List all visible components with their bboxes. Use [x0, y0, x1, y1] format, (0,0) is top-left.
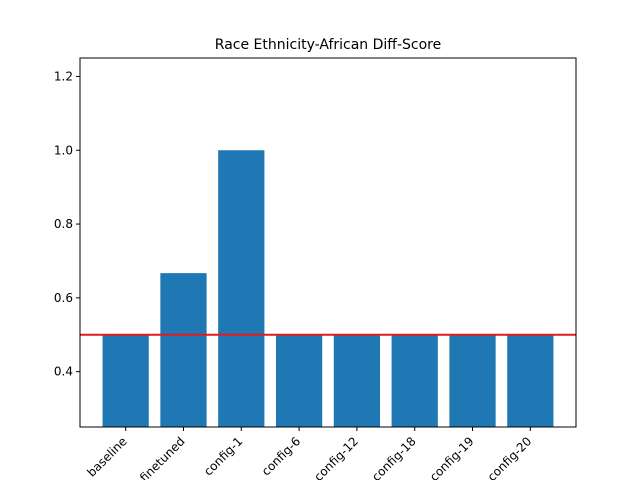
- x-axis-ticks: baseline finetuned config-1 config-6 config-…: [84, 427, 534, 480]
- bar-config-12: [333, 334, 381, 427]
- x-tick-label: config-19: [427, 434, 477, 480]
- y-tick-label: 1.0: [54, 143, 73, 157]
- y-tick-label: 1.2: [54, 69, 73, 83]
- bar-config-19: [449, 334, 496, 427]
- x-tick-label: config-1: [201, 434, 245, 478]
- x-tick-label: finetuned: [137, 434, 188, 480]
- bars-group: [102, 150, 554, 427]
- x-tick-label: config-12: [311, 434, 361, 480]
- y-tick-label: 0.4: [54, 365, 73, 379]
- axes-group: [79, 57, 577, 428]
- x-tick-label: config-6: [259, 434, 303, 478]
- plot-frame: [79, 57, 577, 428]
- x-tick-label: config-20: [485, 434, 535, 480]
- bar-finetuned: [160, 273, 207, 427]
- bar-config-1: [218, 150, 265, 427]
- y-tick-label: 0.8: [54, 217, 73, 231]
- bar-config-20: [507, 334, 554, 427]
- bar-config-6: [275, 334, 323, 427]
- y-tick-label: 0.6: [54, 291, 73, 305]
- x-tick-label: config-18: [369, 434, 419, 480]
- chart-title: Race Ethnicity-African Diff-Score: [215, 37, 441, 53]
- y-axis-ticks: 0.4 0.6 0.8 1.0 1.2: [54, 69, 80, 379]
- bar-baseline: [102, 334, 149, 427]
- x-tick-label: baseline: [84, 434, 129, 479]
- bar-config-18: [391, 334, 438, 427]
